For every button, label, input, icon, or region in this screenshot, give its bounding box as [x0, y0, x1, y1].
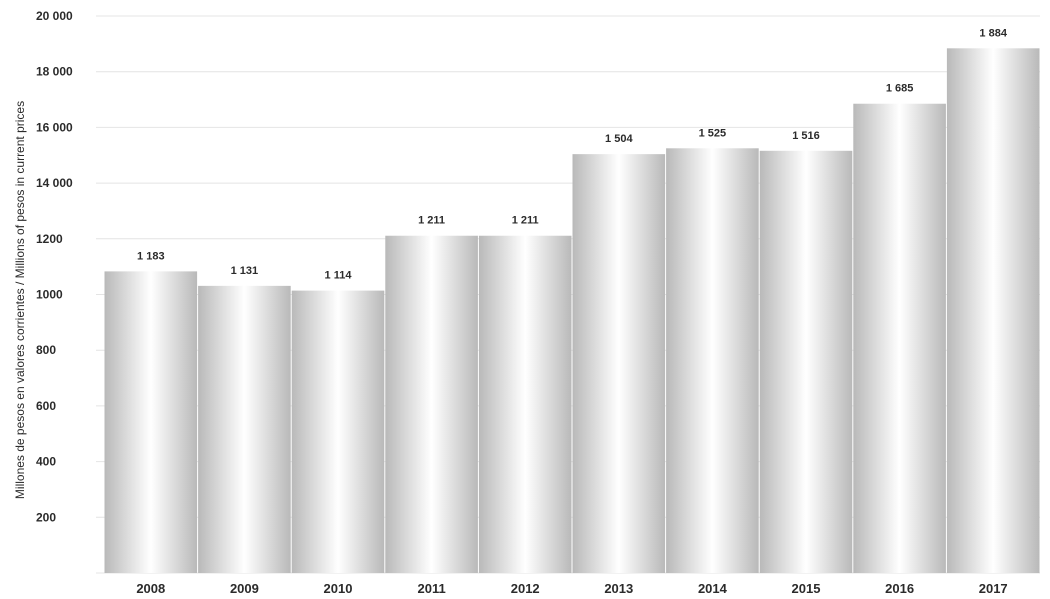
y-tick-label: 18 000 — [36, 65, 73, 79]
data-label-2008: 1 183 — [137, 250, 165, 262]
bar-2011 — [385, 235, 478, 573]
y-tick-label: 16 000 — [36, 120, 73, 134]
x-tick-label: 2017 — [979, 581, 1008, 596]
bar-2009 — [198, 285, 291, 573]
bar-2012 — [478, 235, 572, 573]
bar-2013 — [572, 154, 666, 574]
data-label-2010: 1 114 — [325, 270, 353, 282]
y-tick-label: 14 000 — [36, 176, 73, 190]
bar-2017 — [946, 48, 1040, 573]
data-label-2016: 1 685 — [886, 83, 914, 95]
y-tick-label: 400 — [36, 455, 56, 469]
bar-2008 — [104, 271, 198, 573]
x-axis-ticks: 2008 2009 2010 2011 2012 2013 2014 2015 2016 2017 — [136, 581, 1007, 596]
x-tick-label: 2015 — [792, 581, 821, 596]
y-tick-label: 1000 — [36, 288, 63, 302]
y-axis-label: Millones de pesos en valores corrientes … — [13, 101, 27, 499]
x-tick-label: 2009 — [230, 581, 259, 596]
y-tick-label: 600 — [36, 399, 56, 413]
x-tick-label: 2014 — [698, 581, 728, 596]
y-tick-label: 800 — [36, 343, 56, 357]
data-label-2015: 1 516 — [792, 130, 820, 142]
x-tick-label: 2016 — [885, 581, 914, 596]
data-label-2009: 1 131 — [231, 265, 259, 277]
bars — [104, 48, 1040, 574]
data-labels: 1 183 1 131 1 114 1 211 1 211 1 504 1 525 1 516… — [137, 27, 1008, 281]
data-label-2012: 1 211 — [512, 215, 539, 227]
x-tick-label: 2012 — [511, 581, 540, 596]
data-label-2011: 1 211 — [418, 215, 445, 227]
y-axis-ticks: 200 400 600 800 1000 1200 14 000 16 000 18 000 20… — [36, 9, 73, 524]
x-tick-label: 2013 — [604, 581, 633, 596]
y-tick-label: 200 — [36, 510, 56, 524]
x-tick-label: 2011 — [417, 581, 445, 596]
y-tick-label: 20 000 — [36, 9, 73, 23]
bar-2015 — [759, 150, 853, 573]
data-label-2014: 1 525 — [699, 127, 727, 139]
y-tick-label: 1200 — [36, 232, 63, 246]
data-label-2013: 1 504 — [605, 133, 633, 145]
bar-2016 — [853, 103, 946, 573]
bar-2014 — [666, 148, 759, 573]
x-tick-label: 2010 — [324, 581, 353, 596]
x-tick-label: 2008 — [136, 581, 165, 596]
data-label-2017: 1 884 — [979, 27, 1007, 39]
bar-2010 — [291, 290, 385, 573]
